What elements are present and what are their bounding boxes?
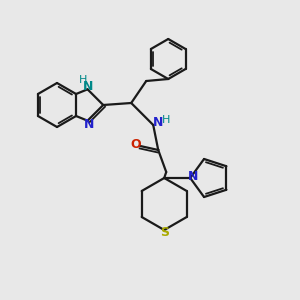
Text: H: H: [80, 75, 88, 85]
Text: N: N: [83, 80, 94, 93]
Text: N: N: [188, 170, 198, 184]
Text: N: N: [84, 118, 95, 131]
Text: H: H: [162, 115, 170, 125]
Text: S: S: [160, 226, 169, 238]
Text: O: O: [130, 139, 140, 152]
Text: N: N: [153, 116, 164, 130]
